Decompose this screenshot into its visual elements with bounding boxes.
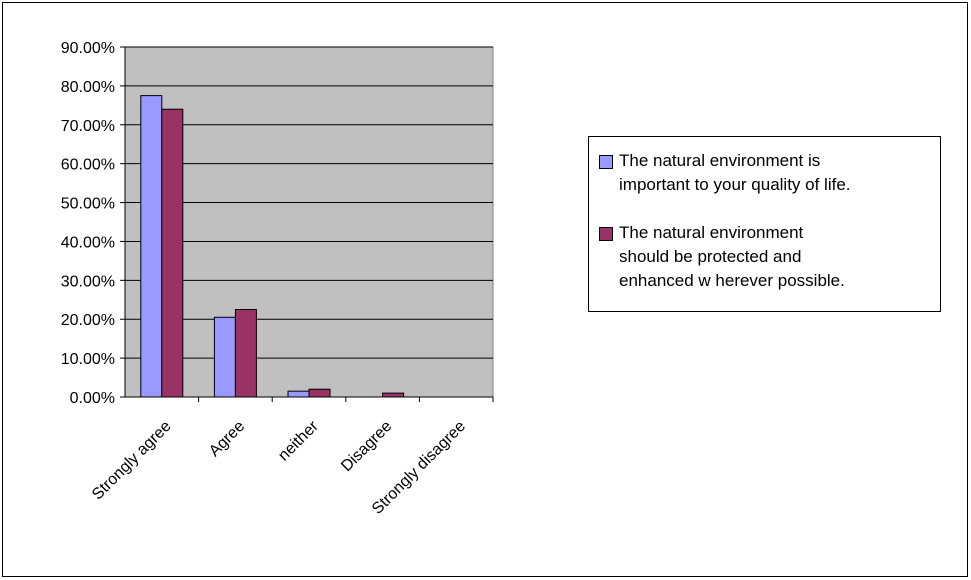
- y-tick-label: 60.00%: [61, 157, 115, 174]
- legend-item-protected-enhanced: The natural environment should be protec…: [599, 221, 929, 293]
- y-tick-label: 70.00%: [61, 118, 115, 135]
- y-tick-label: 40.00%: [61, 234, 115, 251]
- legend-swatch: [599, 155, 613, 169]
- bar: [308, 388, 331, 398]
- x-tick-label: Strongly agree: [89, 418, 175, 504]
- y-tick-label: 20.00%: [61, 312, 115, 329]
- y-tick-label: 0.00%: [70, 390, 115, 407]
- bar: [382, 392, 405, 398]
- y-tick-label: 30.00%: [61, 273, 115, 290]
- bar: [161, 108, 184, 398]
- bar: [287, 390, 310, 398]
- legend: The natural environment is important to …: [588, 136, 941, 312]
- bar: [213, 316, 236, 398]
- x-tick-label: Disagree: [338, 418, 395, 475]
- bar: [140, 95, 163, 398]
- y-tick-label: 50.00%: [61, 196, 115, 213]
- x-tick-label: Agree: [206, 418, 248, 460]
- plot-area: [124, 46, 494, 398]
- y-tick-label: 90.00%: [61, 40, 115, 57]
- legend-item-quality-of-life: The natural environment is important to …: [599, 149, 929, 197]
- bar: [234, 309, 257, 398]
- y-tick-label: 10.00%: [61, 351, 115, 368]
- y-tick-label: 80.00%: [61, 79, 115, 96]
- x-tick-label: neither: [275, 417, 322, 464]
- legend-label: The natural environment is important to …: [619, 151, 851, 194]
- legend-swatch: [599, 227, 613, 241]
- legend-label: The natural environment should be protec…: [619, 223, 845, 290]
